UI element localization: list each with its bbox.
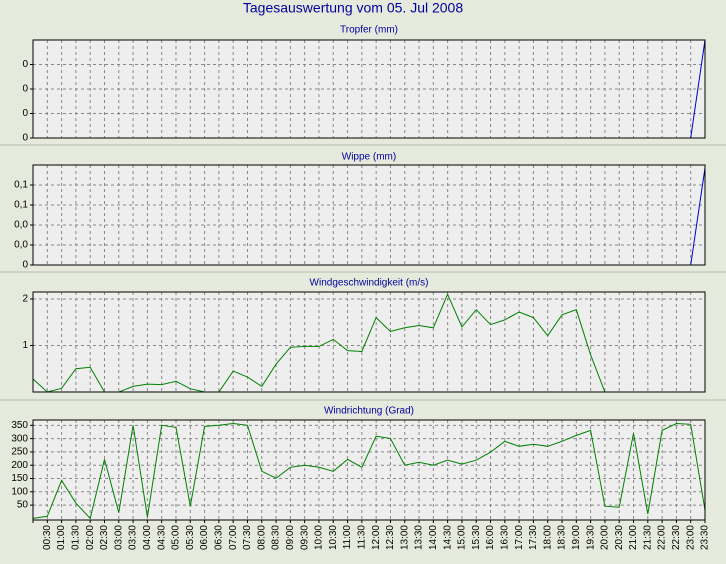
x-tick-label: 10:30 xyxy=(328,525,339,550)
x-tick-label: 19:30 xyxy=(585,525,596,550)
y-tick-label: 350 xyxy=(11,420,28,431)
x-tick-label: 05:30 xyxy=(185,525,196,550)
plot-frame xyxy=(32,164,706,266)
x-tick-label: 12:30 xyxy=(385,525,396,550)
x-tick-label: 05:00 xyxy=(171,525,182,550)
x-tick-label: 01:30 xyxy=(71,525,82,550)
x-tick-label: 09:30 xyxy=(299,525,310,550)
plot-frame xyxy=(32,291,706,393)
x-tick-label: 20:30 xyxy=(614,525,625,550)
x-tick-label: 08:00 xyxy=(256,525,267,550)
panel-title: Wippe (mm) xyxy=(342,152,396,163)
y-tick-label: 1 xyxy=(22,340,28,351)
x-tick-label: 11:30 xyxy=(356,525,367,550)
y-tick-label: 0,0 xyxy=(14,240,28,251)
x-tick-label: 17:30 xyxy=(528,525,539,550)
panel-title: Windgeschwindigkeit (m/s) xyxy=(310,278,429,289)
x-tick-label: 04:30 xyxy=(156,525,167,550)
x-tick-label: 21:00 xyxy=(628,525,639,550)
y-tick-label: 100 xyxy=(11,486,28,497)
x-tick-label: 06:30 xyxy=(214,525,225,550)
x-tick-label: 20:00 xyxy=(600,525,611,550)
x-tick-label: 04:00 xyxy=(142,525,153,550)
x-tick-label: 18:30 xyxy=(557,525,568,550)
x-tick-label: 13:30 xyxy=(414,525,425,550)
x-tick-label: 17:00 xyxy=(514,525,525,550)
y-tick-label: 0 xyxy=(22,260,28,271)
plot-area xyxy=(33,165,705,265)
x-tick-label: 15:30 xyxy=(471,525,482,550)
x-tick-label: 23:00 xyxy=(685,525,696,550)
x-tick-label: 18:00 xyxy=(542,525,553,550)
x-tick-label: 14:00 xyxy=(428,525,439,550)
x-tick-label: 09:00 xyxy=(285,525,296,550)
y-tick-label: 250 xyxy=(11,447,28,458)
plot-area xyxy=(33,292,705,392)
y-tick-label: 0,1 xyxy=(14,180,28,191)
x-tick-label: 01:00 xyxy=(56,525,67,550)
y-tick-label: 200 xyxy=(11,460,28,471)
x-tick-label: 22:00 xyxy=(657,525,668,550)
x-tick-label: 11:00 xyxy=(342,525,353,550)
x-tick-label: 19:00 xyxy=(571,525,582,550)
panel-title: Windrichtung (Grad) xyxy=(324,406,414,417)
x-tick-label: 03:00 xyxy=(113,525,124,550)
data-line xyxy=(32,422,706,520)
y-tick-label: 2 xyxy=(22,294,28,305)
x-tick-label: 21:30 xyxy=(642,525,653,550)
x-tick-label: 16:00 xyxy=(485,525,496,550)
y-tick-label: 0 xyxy=(22,84,28,95)
x-tick-label: 15:00 xyxy=(457,525,468,550)
x-tick-label: 02:30 xyxy=(99,525,110,550)
page-title: Tagesauswertung vom 05. Jul 2008 xyxy=(243,0,463,16)
plot-frame xyxy=(32,39,706,139)
y-tick-label: 0,0 xyxy=(14,220,28,231)
x-tick-label: 06:00 xyxy=(199,525,210,550)
y-tick-label: 0 xyxy=(22,59,28,70)
x-tick-label: 07:00 xyxy=(228,525,239,550)
x-tick-label: 07:30 xyxy=(242,525,253,550)
x-tick-label: 08:30 xyxy=(271,525,282,550)
panel-title: Tropfer (mm) xyxy=(340,25,398,36)
y-tick-label: 0,1 xyxy=(14,200,28,211)
x-tick-label: 12:00 xyxy=(371,525,382,550)
x-tick-label: 02:00 xyxy=(85,525,96,550)
y-tick-label: 50 xyxy=(17,500,29,511)
x-tick-label: 00:30 xyxy=(42,525,53,550)
x-tick-label: 13:00 xyxy=(399,525,410,550)
y-tick-label: 150 xyxy=(11,473,28,484)
x-tick-label: 03:30 xyxy=(128,525,139,550)
x-tick-label: 16:30 xyxy=(499,525,510,550)
data-line xyxy=(32,293,705,393)
y-tick-label: 0 xyxy=(22,133,28,144)
y-tick-label: 300 xyxy=(11,433,28,444)
x-tick-label: 14:30 xyxy=(442,525,453,550)
plot-frame xyxy=(32,419,706,521)
x-tick-label: 10:00 xyxy=(314,525,325,550)
x-tick-label: 22:30 xyxy=(671,525,682,550)
y-tick-label: 0 xyxy=(22,108,28,119)
x-tick-label: 23:30 xyxy=(700,525,711,550)
